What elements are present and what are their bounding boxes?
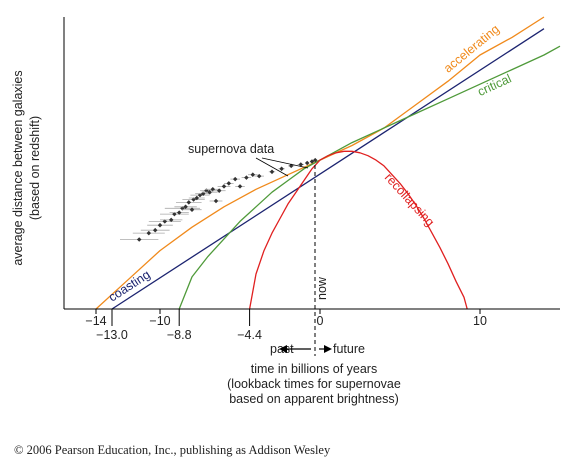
tick-layer: −14 −10 0 10 −13.0 −8.8 −4.4 xyxy=(85,309,487,342)
supernova-point-22 xyxy=(226,181,232,186)
future-label: future xyxy=(333,342,365,356)
supernova-point-10 xyxy=(186,200,192,205)
series-label-critical: critical xyxy=(475,72,513,99)
supernova-point-24 xyxy=(237,184,243,189)
x-axis-title-line-2: (lookback times for supernovae xyxy=(227,377,401,391)
supernova-point-29 xyxy=(279,166,284,172)
supernova-point-27 xyxy=(256,173,262,179)
y-axis-title-line-2: (based on redshift) xyxy=(28,116,42,220)
supernova-point-21 xyxy=(221,184,227,189)
x-axis-title: time in billions of years (lookback time… xyxy=(227,362,401,406)
copyright-notice: © 2006 Pearson Education, Inc., publishi… xyxy=(14,443,331,457)
series-label-accelerating: accelerating xyxy=(441,22,502,76)
time-direction: past future xyxy=(270,342,365,356)
x-tick-label-lower-1: −8.8 xyxy=(167,328,192,342)
supernova-point-1 xyxy=(146,230,152,236)
supernova-point-31 xyxy=(298,162,304,167)
series-line-coasting xyxy=(111,28,545,310)
series-label-coasting: coasting xyxy=(106,267,153,304)
series-layer: accelerating coasting critical recollapsing xyxy=(95,16,561,310)
supernova-label: supernova data xyxy=(188,142,274,156)
x-tick-label-lower-2: −4.4 xyxy=(237,328,262,342)
y-axis-title: average distance between galaxies (based… xyxy=(11,70,42,265)
x-tick-label-lower-0: −13.0 xyxy=(96,328,128,342)
supernova-data-layer xyxy=(120,157,318,242)
supernova-point-26 xyxy=(250,172,256,177)
supernova-pointer-2 xyxy=(261,157,309,169)
series-line-critical xyxy=(178,45,561,310)
x-tick-label-upper-2: 0 xyxy=(317,314,324,328)
supernova-point-0 xyxy=(136,237,142,242)
supernova-point-3 xyxy=(157,222,163,228)
supernova-point-25 xyxy=(244,175,249,180)
x-tick-label-upper-0: −14 xyxy=(85,314,106,328)
now-label: now xyxy=(315,276,329,300)
x-tick-label-upper-3: 10 xyxy=(473,314,487,328)
supernova-point-2 xyxy=(152,227,158,233)
x-tick-label-upper-1: −10 xyxy=(149,314,170,328)
x-axis-title-line-3: based on apparent brightness) xyxy=(229,392,399,406)
supernova-annotation: supernova data xyxy=(188,142,309,177)
supernova-point-28 xyxy=(269,169,275,175)
series-label-recollapsing: recollapsing xyxy=(382,170,437,229)
series-line-accelerating xyxy=(95,16,545,310)
supernova-pointer-1 xyxy=(255,157,289,177)
x-axis-title-line-1: time in billions of years xyxy=(251,362,377,376)
y-axis-title-line-1: average distance between galaxies xyxy=(11,70,25,265)
series-line-recollapsing xyxy=(248,150,468,310)
supernova-point-23 xyxy=(232,176,238,182)
supernova-point-19 xyxy=(213,198,219,204)
axis-layer xyxy=(63,17,560,356)
